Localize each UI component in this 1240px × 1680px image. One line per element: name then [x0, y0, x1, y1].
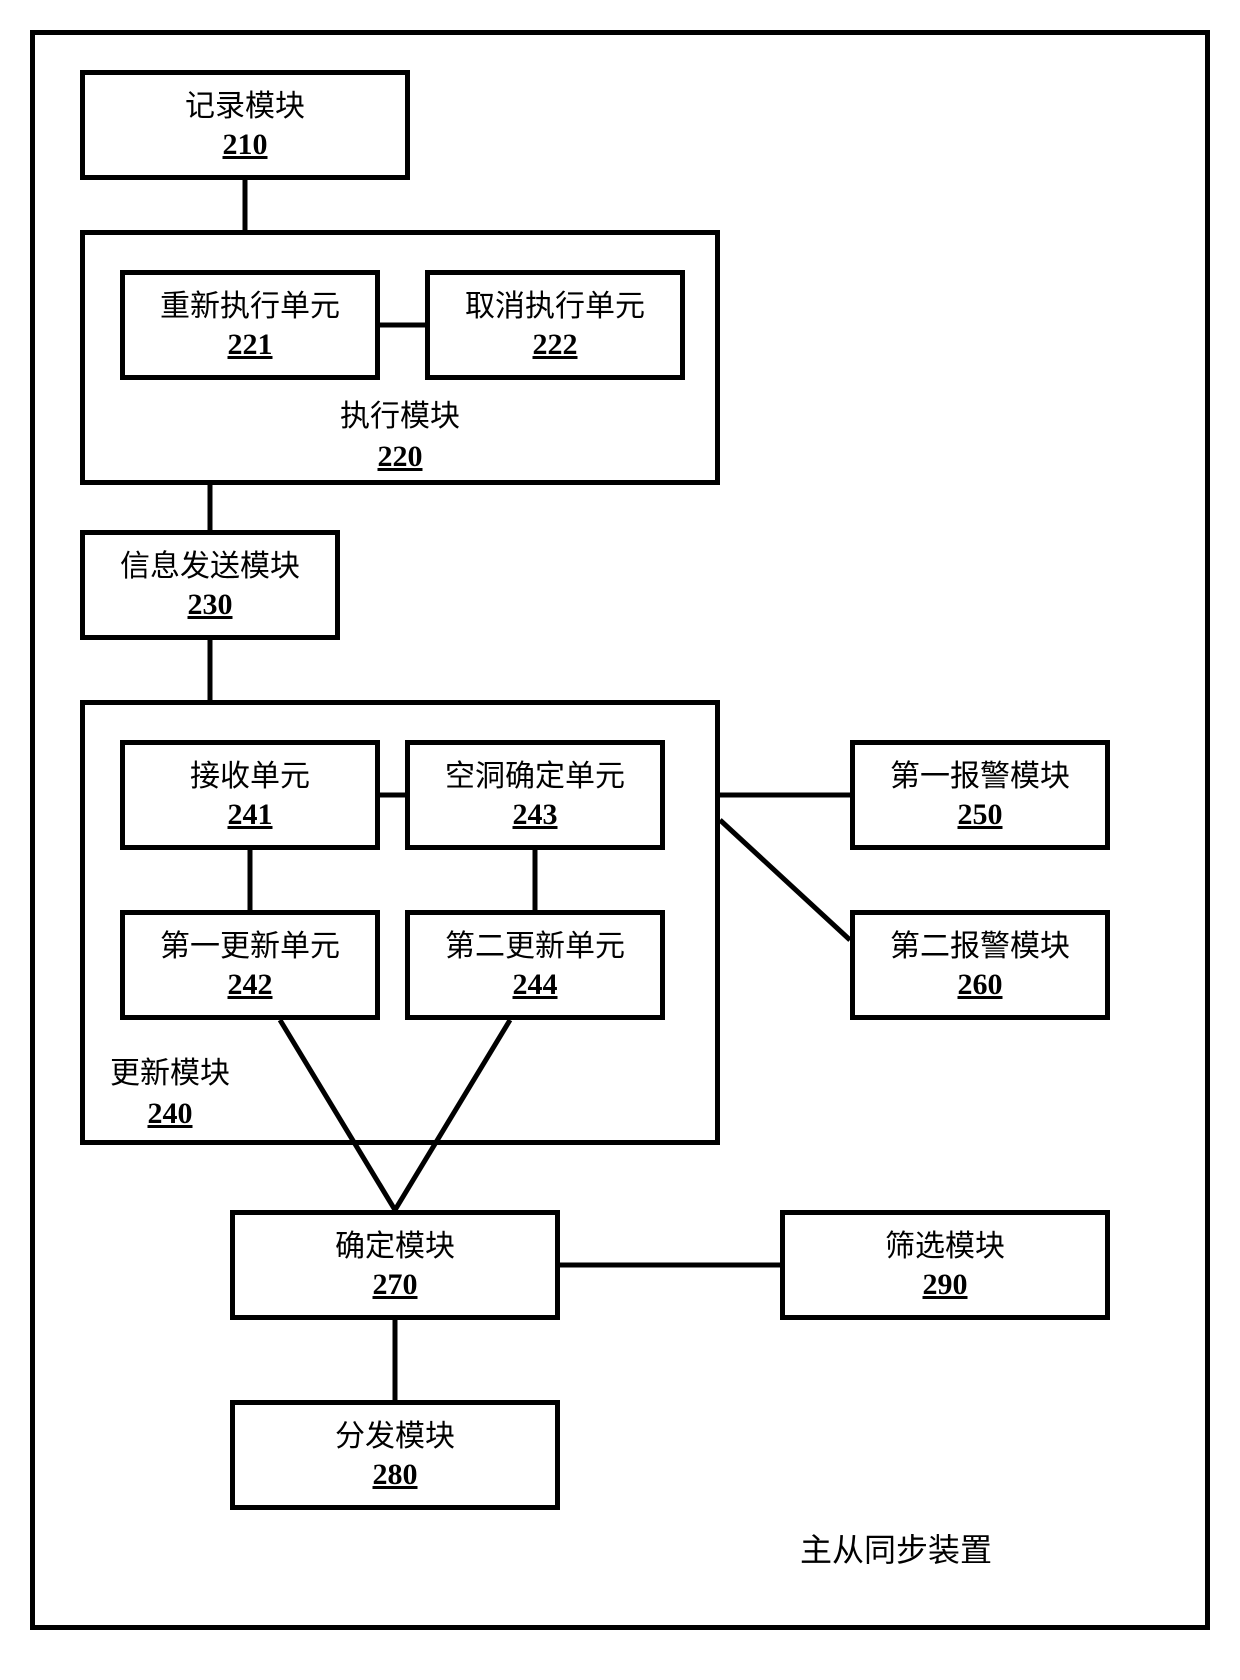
- node-222: 取消执行单元222: [425, 270, 685, 380]
- node-num-244: 244: [513, 968, 558, 1002]
- container-num-240: 240: [110, 1095, 230, 1133]
- node-title-243: 空洞确定单元: [445, 758, 625, 796]
- node-250: 第一报警模块250: [850, 740, 1110, 850]
- node-title-230: 信息发送模块: [120, 548, 300, 586]
- node-title-221: 重新执行单元: [160, 288, 340, 326]
- node-221: 重新执行单元221: [120, 270, 380, 380]
- node-title-242: 第一更新单元: [160, 928, 340, 966]
- node-num-280: 280: [373, 1458, 418, 1492]
- node-290: 筛选模块290: [780, 1210, 1110, 1320]
- node-title-280: 分发模块: [335, 1418, 455, 1456]
- node-num-270: 270: [373, 1268, 418, 1302]
- container-title-220: 执行模块: [340, 400, 460, 433]
- node-num-243: 243: [513, 798, 558, 832]
- node-270: 确定模块270: [230, 1210, 560, 1320]
- node-num-260: 260: [958, 968, 1003, 1002]
- node-title-244: 第二更新单元: [445, 928, 625, 966]
- node-210: 记录模块210: [80, 70, 410, 180]
- node-num-210: 210: [223, 128, 268, 162]
- node-title-270: 确定模块: [335, 1228, 455, 1266]
- container-label-220: 执行模块 220: [340, 398, 460, 475]
- diagram-canvas: 执行模块 220 更新模块 240 记录模块210 重新执行单元221 取消执行单元222 信…: [0, 0, 1240, 1680]
- node-title-250: 第一报警模块: [890, 758, 1070, 796]
- node-num-290: 290: [923, 1268, 968, 1302]
- node-260: 第二报警模块260: [850, 910, 1110, 1020]
- node-244: 第二更新单元244: [405, 910, 665, 1020]
- node-num-250: 250: [958, 798, 1003, 832]
- node-242: 第一更新单元242: [120, 910, 380, 1020]
- container-num-220: 220: [340, 438, 460, 476]
- node-title-260: 第二报警模块: [890, 928, 1070, 966]
- node-title-210: 记录模块: [185, 88, 305, 126]
- container-label-240: 更新模块 240: [110, 1055, 230, 1132]
- node-num-242: 242: [228, 968, 273, 1002]
- node-num-230: 230: [188, 588, 233, 622]
- node-230: 信息发送模块230: [80, 530, 340, 640]
- node-title-241: 接收单元: [190, 758, 310, 796]
- node-title-222: 取消执行单元: [465, 288, 645, 326]
- node-241: 接收单元241: [120, 740, 380, 850]
- diagram-caption: 主从同步装置: [800, 1525, 992, 1571]
- node-num-241: 241: [228, 798, 273, 832]
- node-num-222: 222: [533, 328, 578, 362]
- node-num-221: 221: [228, 328, 273, 362]
- container-title-240: 更新模块: [110, 1057, 230, 1090]
- node-243: 空洞确定单元243: [405, 740, 665, 850]
- node-title-290: 筛选模块: [885, 1228, 1005, 1266]
- node-280: 分发模块280: [230, 1400, 560, 1510]
